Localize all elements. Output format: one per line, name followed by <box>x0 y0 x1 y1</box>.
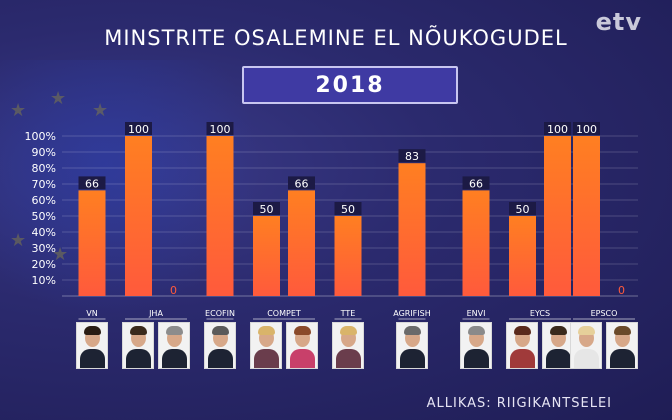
category-label: ENVI <box>467 309 486 318</box>
bar <box>125 136 152 296</box>
value-label-bg <box>573 122 600 135</box>
value-label: 66 <box>295 177 309 190</box>
bar <box>253 216 280 296</box>
minister-photo <box>332 322 364 369</box>
category-label: COMPET <box>267 309 301 318</box>
y-tick-label: 20% <box>32 258 56 271</box>
value-label-bg <box>78 176 106 190</box>
year-badge: 2018 <box>242 66 458 104</box>
chart-title: MINSTRITE OSALEMINE EL NÕUKOGUDEL <box>104 26 568 50</box>
value-label: 83 <box>405 150 419 163</box>
minister-photo <box>460 322 492 369</box>
minister-photo <box>396 322 428 369</box>
bar <box>509 216 536 296</box>
y-tick-label: 80% <box>32 162 56 175</box>
value-label-bg <box>462 176 490 190</box>
eu-star-icon: ★ <box>50 88 67 109</box>
bar <box>288 190 315 296</box>
minister-photo <box>570 322 602 369</box>
value-label: 50 <box>341 203 355 216</box>
category-label: AGRIFISH <box>393 309 431 318</box>
minister-photo <box>250 322 282 369</box>
value-label-bg <box>509 202 536 215</box>
value-label: 100 <box>547 123 568 136</box>
category-label: EYCS <box>530 309 550 318</box>
y-tick-label: 70% <box>32 178 56 191</box>
y-tick-label: 100% <box>25 130 56 143</box>
minister-photo <box>606 322 638 369</box>
eu-star-icon: ★ <box>10 100 27 121</box>
bar <box>573 136 600 296</box>
category-label: VN <box>86 309 97 318</box>
y-tick-label: 30% <box>32 242 56 255</box>
bar <box>334 216 362 296</box>
bar <box>398 163 426 296</box>
value-label-bg <box>125 122 152 135</box>
category-label: ECOFIN <box>205 309 235 318</box>
y-tick-label: 90% <box>32 146 56 159</box>
minister-photo <box>506 322 538 369</box>
value-label: 66 <box>469 177 483 190</box>
value-label-bg <box>398 149 426 163</box>
minister-photo <box>204 322 236 369</box>
value-label: 100 <box>128 123 149 136</box>
value-label: 0 <box>618 284 625 297</box>
minister-photo <box>122 322 154 369</box>
bar <box>544 136 571 296</box>
value-label: 50 <box>516 203 530 216</box>
value-label: 50 <box>260 203 274 216</box>
category-label: TTE <box>340 309 356 318</box>
eu-star-icon: ★ <box>52 244 69 265</box>
category-label: EPSCO <box>591 309 618 318</box>
minister-photo <box>286 322 318 369</box>
value-label-bg <box>253 202 280 215</box>
value-label: 66 <box>85 177 99 190</box>
source-note: ALLIKAS: RIIGIKANTSELEI <box>426 396 612 411</box>
y-tick-label: 60% <box>32 194 56 207</box>
y-tick-label: 10% <box>32 274 56 287</box>
minister-photo <box>76 322 108 369</box>
bar <box>462 190 490 296</box>
minister-photo <box>158 322 190 369</box>
value-label-bg <box>206 122 234 135</box>
value-label: 100 <box>210 123 231 136</box>
eu-star-icon: ★ <box>10 230 27 251</box>
value-label-bg <box>334 202 362 215</box>
value-label-bg <box>544 122 571 135</box>
eu-star-icon: ★ <box>92 100 109 121</box>
minister-photo <box>542 322 574 369</box>
etv-logo: etv <box>595 8 642 36</box>
value-label-bg <box>288 176 315 190</box>
year-label: 2018 <box>315 72 385 98</box>
category-label: JHA <box>148 309 163 318</box>
bar <box>206 136 234 296</box>
y-tick-label: 50% <box>32 210 56 223</box>
value-label: 100 <box>576 123 597 136</box>
bar <box>78 190 106 296</box>
y-tick-label: 40% <box>32 226 56 239</box>
value-label: 0 <box>170 284 177 297</box>
